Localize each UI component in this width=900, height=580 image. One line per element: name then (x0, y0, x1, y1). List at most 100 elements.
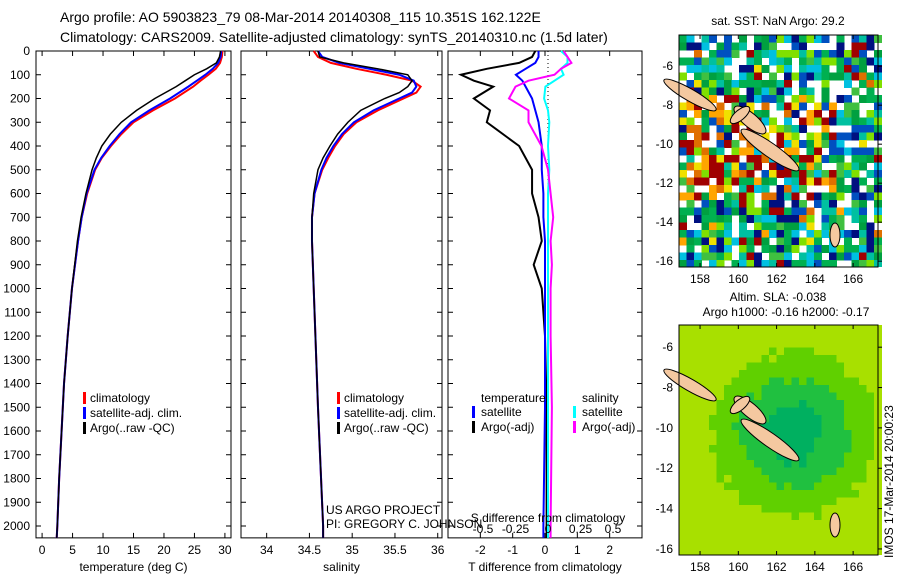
map-cell (724, 332, 732, 341)
map-cell (754, 347, 762, 356)
map-cell (799, 87, 807, 96)
map-cell (709, 215, 717, 223)
map-cell (716, 80, 725, 88)
map-cell (769, 490, 777, 498)
map-cell (799, 215, 807, 223)
map-cell (724, 162, 732, 171)
map-cell (844, 430, 852, 438)
map-cell (709, 155, 717, 163)
map-cell (776, 125, 785, 133)
map-cell (866, 475, 875, 483)
map-cell (709, 252, 717, 261)
map-cell (731, 170, 740, 178)
map-cell (716, 475, 725, 483)
x-tick-label: 164 (805, 272, 825, 286)
map-cell (866, 340, 875, 348)
map-cell (686, 185, 695, 193)
map-cell (844, 355, 852, 363)
map-cell (866, 170, 875, 178)
map-cell (851, 325, 860, 333)
map-cell (776, 550, 785, 555)
map-cell (844, 385, 852, 393)
legend-label: Argo(-adj) (582, 420, 635, 434)
map-cell (694, 422, 702, 431)
map-cell (724, 200, 732, 208)
map-cell (701, 445, 710, 453)
map-cell (851, 377, 860, 386)
map-cell (844, 482, 852, 491)
map-cell (866, 80, 875, 88)
map-cell (799, 185, 807, 193)
map-cell (761, 222, 770, 231)
map-cell (701, 527, 710, 536)
map-cell (776, 237, 785, 246)
map-cell (701, 325, 710, 333)
map-cell (829, 207, 837, 216)
map-cell (769, 467, 777, 476)
map-cell (746, 325, 755, 333)
map-cell (761, 155, 770, 163)
map-cell (866, 430, 875, 438)
x-tick-label: 164 (805, 560, 825, 574)
map-cell (746, 102, 755, 111)
map-cell (784, 102, 792, 111)
map-cell (709, 460, 717, 468)
map-cell (769, 370, 777, 378)
map-cell (791, 370, 800, 378)
map-cell (844, 497, 852, 506)
map-cell (709, 185, 717, 193)
map-cell (694, 162, 702, 171)
map-cell (814, 325, 822, 333)
map-cell (859, 430, 867, 438)
map-cell (836, 72, 845, 81)
map-cell (739, 550, 747, 555)
map-cell (859, 72, 867, 81)
map-cell (716, 155, 725, 163)
map-cell (776, 95, 785, 103)
map-cell (679, 520, 687, 528)
map-cell (746, 177, 755, 186)
x-tick-label: 25 (188, 543, 202, 557)
map-cell (859, 222, 867, 231)
map-cell (724, 237, 732, 246)
map-cell (679, 162, 687, 171)
map-cell (844, 475, 852, 483)
y-tick-label: 200 (10, 92, 30, 106)
map-cell (739, 535, 747, 543)
map-cell (701, 430, 710, 438)
map-cell (731, 355, 740, 363)
x-tick-label: 162 (767, 272, 787, 286)
map-cell (724, 497, 732, 506)
map-cell (694, 355, 702, 363)
map-cell (731, 445, 740, 453)
island (663, 368, 717, 402)
map-cell (686, 497, 695, 506)
map-cell (784, 245, 792, 253)
map-cell (784, 490, 792, 498)
map-cell (806, 497, 815, 506)
temperature-xlabel: temperature (deg C) (79, 560, 187, 574)
map-cell (686, 117, 695, 126)
map-cell (829, 392, 837, 401)
legend-swatch (472, 406, 475, 418)
x-tick-label: 160 (728, 272, 748, 286)
map-cell (686, 392, 695, 401)
map-cell (859, 362, 867, 371)
map-cell (686, 245, 695, 253)
map-cell (694, 445, 702, 453)
map-cell (746, 332, 755, 341)
map-cell (724, 452, 732, 461)
map-cell (829, 117, 837, 126)
map-cell (769, 162, 777, 171)
x-tick-label: 166 (843, 560, 863, 574)
map-cell (821, 377, 830, 386)
map-cell (799, 362, 807, 371)
map-cell (791, 147, 800, 156)
map-cell (694, 430, 702, 438)
map-cell (799, 50, 807, 58)
map-cell (866, 155, 875, 163)
map-cell (709, 57, 717, 66)
map-cell (799, 347, 807, 356)
series-salinity-argo (507, 50, 573, 538)
map-cell (761, 35, 770, 43)
